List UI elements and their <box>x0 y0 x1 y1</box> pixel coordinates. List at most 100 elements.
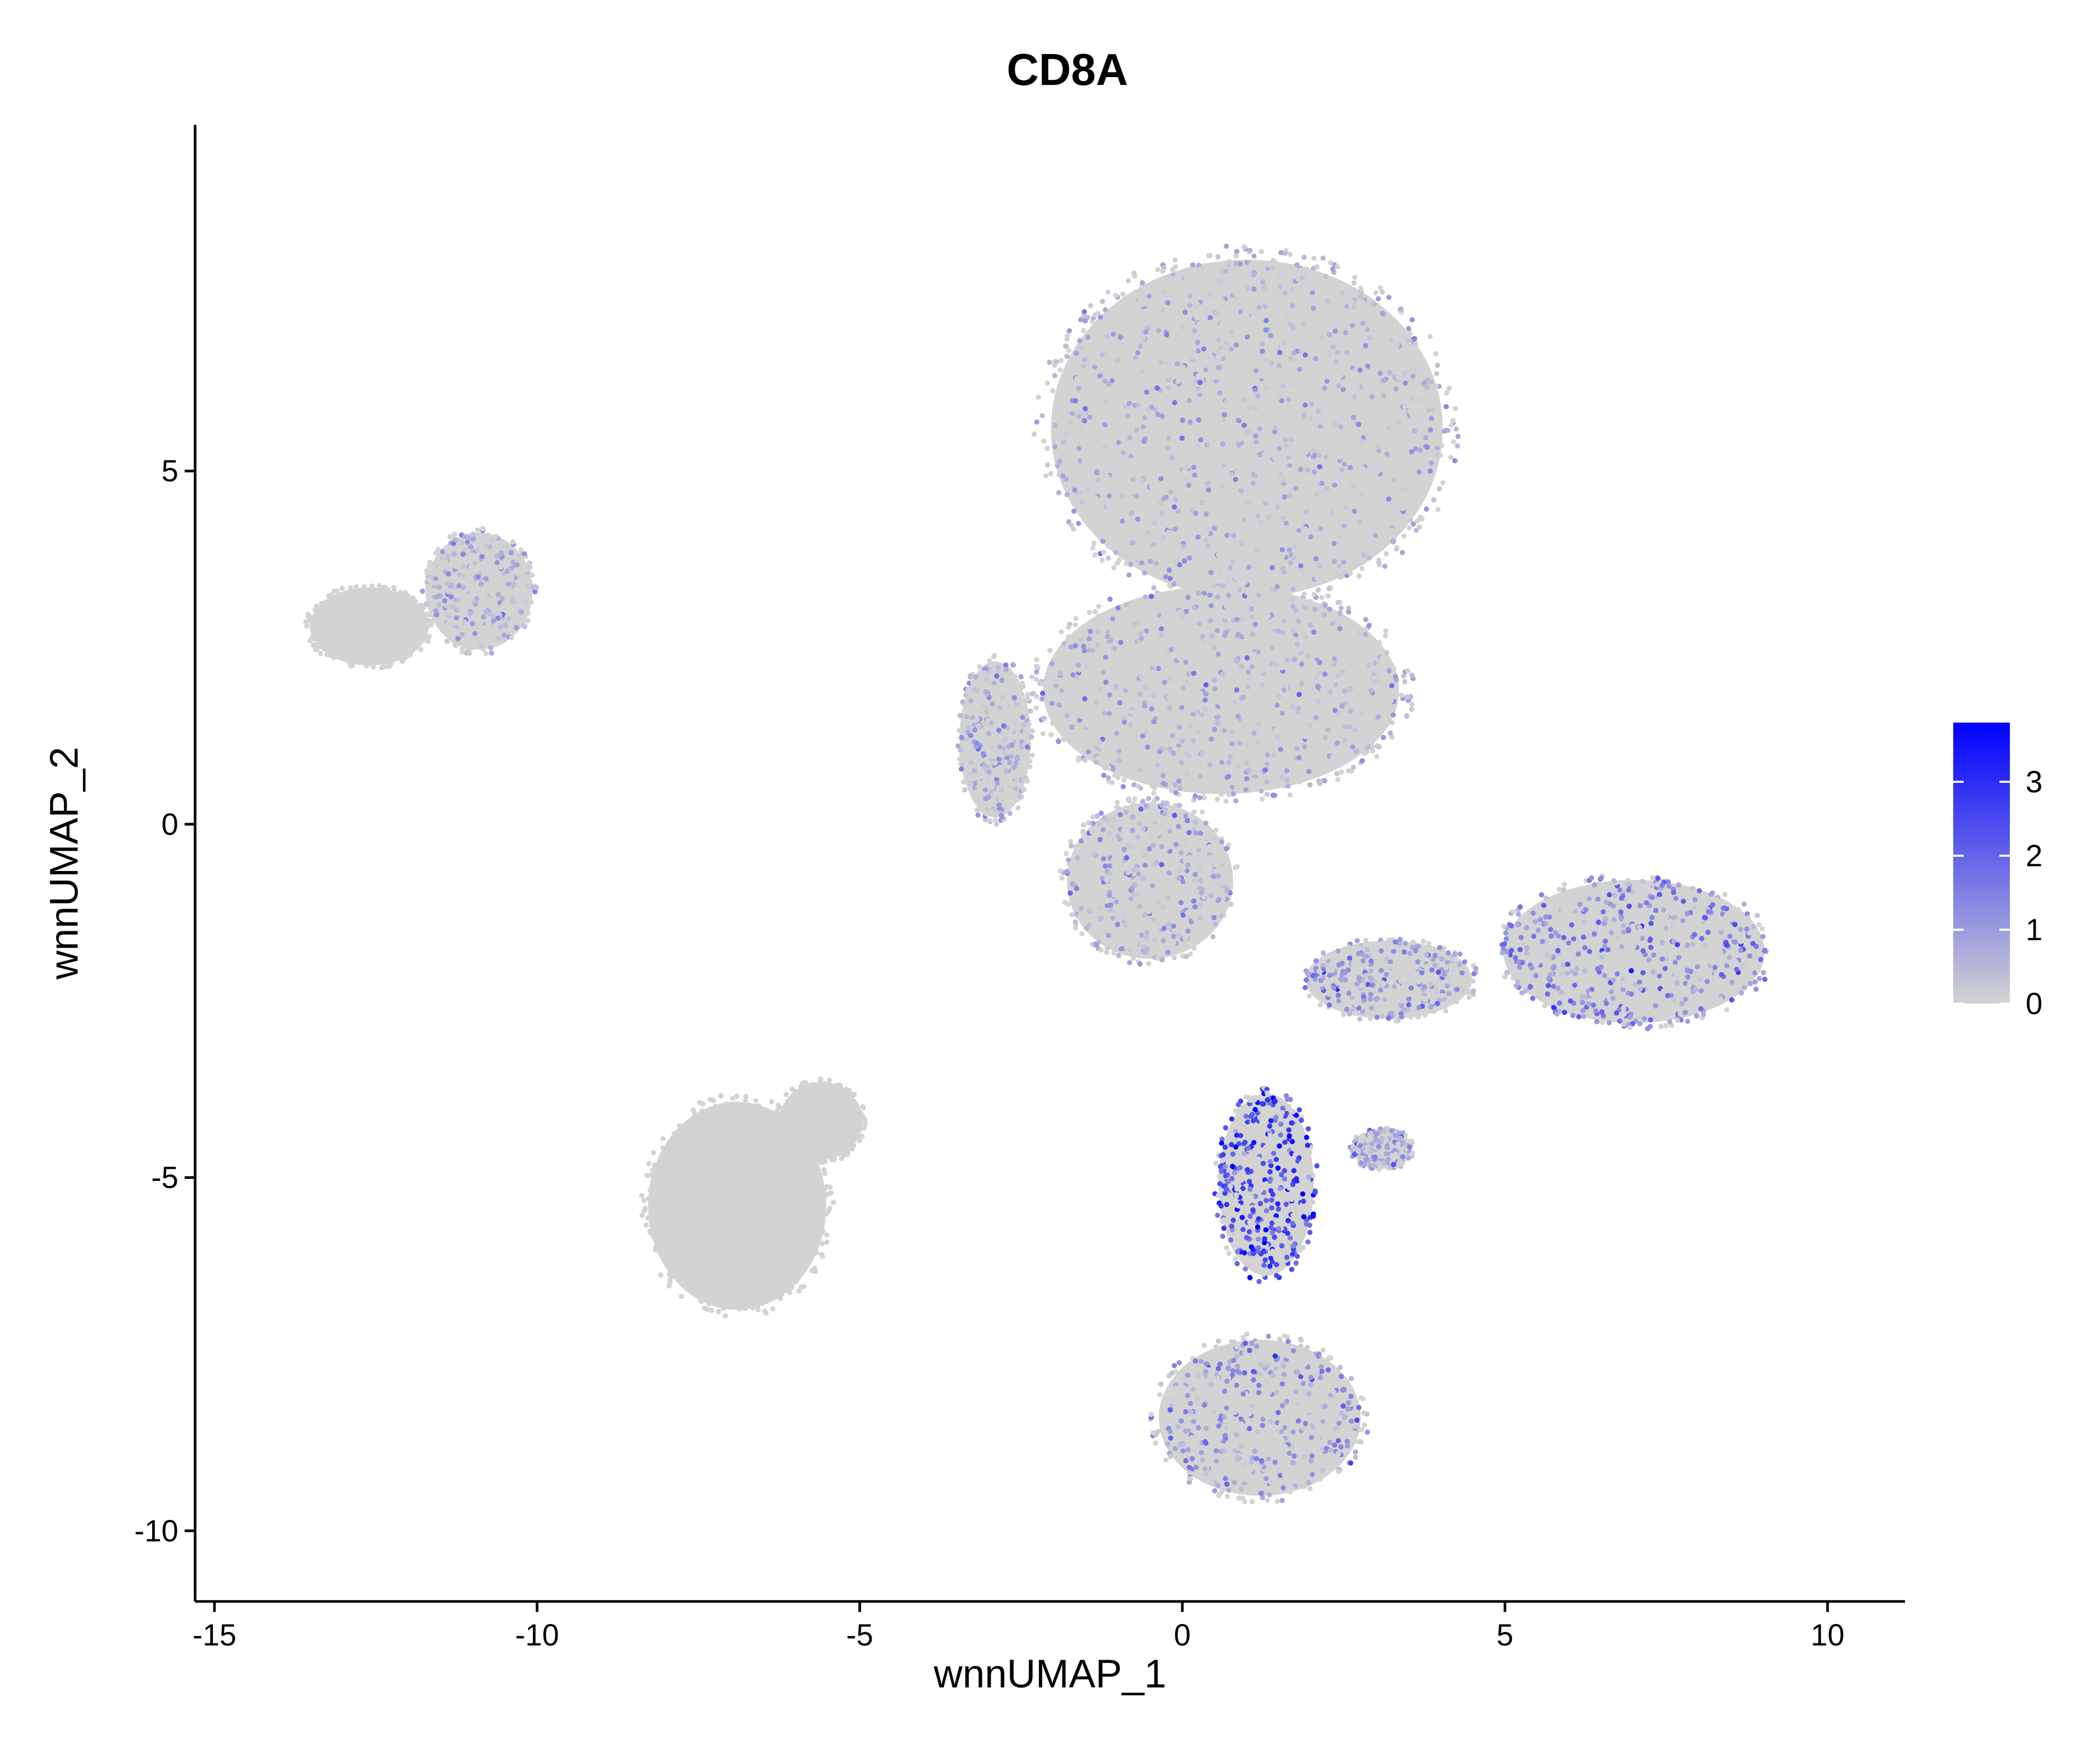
data-point <box>329 604 334 610</box>
data-point <box>500 602 506 608</box>
data-point <box>1680 929 1686 934</box>
data-point <box>1388 406 1394 412</box>
data-point <box>1011 695 1017 701</box>
data-point <box>1215 310 1221 316</box>
data-point <box>1310 734 1316 739</box>
data-point <box>1331 345 1336 350</box>
data-point <box>1094 759 1099 765</box>
data-point <box>1311 436 1316 442</box>
data-point <box>1193 511 1198 517</box>
data-point <box>1176 802 1182 808</box>
data-point <box>966 686 971 692</box>
data-point <box>1219 270 1225 276</box>
data-point <box>1016 722 1022 727</box>
data-point <box>862 1117 868 1123</box>
data-point <box>1326 332 1332 338</box>
data-point <box>646 1161 652 1166</box>
data-point <box>983 689 989 694</box>
data-point <box>1267 770 1272 776</box>
data-point <box>1212 873 1217 879</box>
data-point <box>1003 769 1009 775</box>
data-point <box>724 1145 730 1151</box>
data-point <box>1101 490 1107 496</box>
data-point <box>1080 411 1086 416</box>
data-point <box>1093 721 1099 727</box>
data-point <box>1321 490 1327 496</box>
data-point <box>1166 377 1172 383</box>
data-point <box>406 639 412 645</box>
data-point <box>1279 774 1285 780</box>
data-point <box>1369 740 1375 745</box>
data-point <box>1310 694 1316 700</box>
data-point <box>1218 637 1224 643</box>
data-point <box>385 613 391 619</box>
data-point <box>1398 306 1404 312</box>
data-point <box>1007 811 1013 816</box>
data-point <box>641 1208 647 1213</box>
data-point <box>1176 684 1182 690</box>
data-point <box>1085 873 1090 879</box>
data-point <box>465 540 470 545</box>
data-point <box>1306 735 1312 741</box>
data-point <box>999 814 1005 820</box>
data-point <box>1322 778 1328 783</box>
data-point <box>1138 683 1144 689</box>
data-point <box>362 597 368 603</box>
data-point <box>1214 720 1220 726</box>
data-point <box>1185 744 1191 749</box>
data-point <box>998 685 1004 691</box>
data-point <box>479 554 485 560</box>
data-point <box>1179 705 1184 711</box>
data-point <box>1122 308 1128 314</box>
data-point <box>1078 317 1084 322</box>
data-point <box>1111 818 1117 823</box>
data-point <box>1003 672 1009 677</box>
data-point <box>1085 487 1091 493</box>
data-point <box>1283 443 1289 448</box>
data-point <box>1199 712 1205 717</box>
data-point <box>641 1197 647 1203</box>
data-point <box>1429 416 1435 421</box>
data-point <box>1291 555 1297 561</box>
data-point <box>793 1219 798 1225</box>
data-point <box>1192 605 1197 610</box>
data-point <box>1210 325 1216 331</box>
data-point <box>1237 740 1243 746</box>
data-point <box>1146 293 1152 299</box>
data-point <box>1239 663 1245 669</box>
data-point <box>1202 862 1207 867</box>
data-point <box>1034 669 1040 675</box>
data-point <box>356 592 362 597</box>
data-point <box>1334 354 1340 360</box>
data-point <box>1129 510 1134 516</box>
data-point <box>1142 482 1148 488</box>
data-point <box>1213 292 1219 297</box>
data-point <box>1180 912 1186 918</box>
data-point <box>1159 844 1164 849</box>
data-point <box>1066 328 1072 334</box>
data-point <box>401 617 406 622</box>
data-point <box>1346 609 1352 615</box>
data-point <box>769 1268 775 1273</box>
data-point <box>451 551 457 557</box>
data-point <box>1403 380 1408 386</box>
data-point <box>1231 351 1237 357</box>
data-point <box>1212 525 1217 531</box>
data-point <box>1115 708 1121 714</box>
data-point <box>1076 385 1082 391</box>
data-point <box>1069 912 1075 918</box>
data-point <box>1360 758 1365 763</box>
data-point <box>363 634 369 640</box>
data-point <box>1130 376 1136 382</box>
data-point <box>1108 457 1114 462</box>
data-point <box>1425 444 1430 450</box>
data-point <box>1186 555 1192 561</box>
data-point <box>1241 602 1247 608</box>
data-point <box>1240 505 1246 511</box>
data-point <box>1134 530 1140 536</box>
data-point <box>1216 277 1222 283</box>
data-point <box>805 1096 810 1102</box>
data-point <box>1384 451 1390 457</box>
data-point <box>474 618 479 623</box>
data-point <box>1293 485 1299 491</box>
